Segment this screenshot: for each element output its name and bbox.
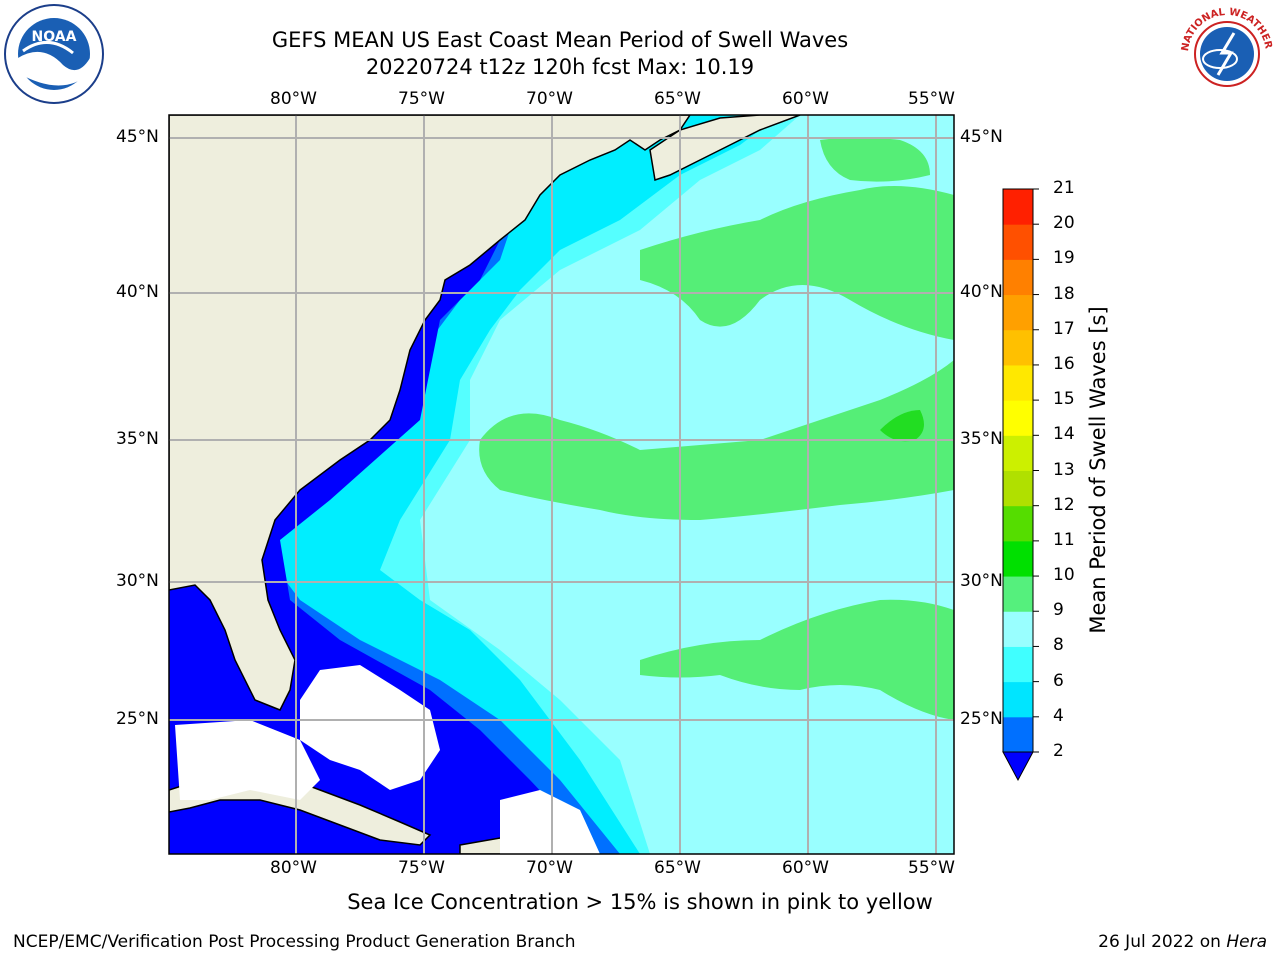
contour-10s-north [640, 186, 954, 340]
colorbar-swatch [1003, 470, 1033, 507]
lon-label-bottom: 55°W [908, 858, 955, 878]
credit-date-text: 26 Jul 2022 on [1098, 932, 1227, 952]
colorbar-swatch [1003, 540, 1033, 577]
colorbar-swatch [1003, 224, 1033, 260]
lat-label-right: 25°N [960, 709, 1003, 729]
colorbar-tick-label: 6 [1053, 670, 1064, 691]
colorbar-tick-label: 21 [1053, 178, 1075, 198]
colorbar-swatch [1003, 294, 1033, 331]
credit-org: NCEP/EMC/Verification Post Processing Pr… [13, 932, 576, 952]
land-nova-scotia [649, 115, 801, 181]
colorbar-swatch [1003, 329, 1033, 366]
nodata-south [500, 790, 600, 854]
colorbar-swatch [1003, 364, 1033, 401]
colorbar-tick-label: 16 [1053, 353, 1075, 374]
colorbar-tick-label: 13 [1053, 459, 1075, 480]
lat-label-left: 30°N [116, 571, 159, 591]
lon-label-top: 55°W [908, 89, 955, 109]
lon-label-top: 75°W [398, 89, 445, 109]
sea-ice-note: Sea Ice Concentration > 15% is shown in … [347, 890, 933, 914]
colorbar-label: Mean Period of Swell Waves [s] [1086, 306, 1110, 634]
lat-label-left: 25°N [116, 709, 159, 729]
colorbar-swatch [1003, 505, 1033, 542]
colorbar-swatch [1003, 259, 1033, 296]
colorbar-tick-label: 18 [1053, 283, 1075, 304]
lat-label-right: 40°N [960, 282, 1003, 302]
lat-label-left: 45°N [116, 127, 159, 147]
nodata-bahamas [300, 665, 440, 790]
contour-10s-mid [479, 360, 954, 520]
nodata-caribbean [175, 720, 320, 800]
land-us [169, 115, 691, 711]
colorbar-tick-label: 15 [1053, 389, 1075, 410]
lat-label-left: 40°N [116, 282, 159, 302]
noaa-logo-text: NOAA [32, 29, 77, 45]
colorbar-swatch [1003, 646, 1033, 683]
chart-subtitle: 20220724 t12z 120h fcst Max: 10.19 [365, 55, 755, 79]
colorbar-swatch [1003, 681, 1033, 718]
colorbar-tick-label: 2 [1053, 741, 1064, 761]
colorbar-swatch [1003, 611, 1033, 647]
colorbar-swatch [1003, 576, 1033, 612]
lat-label-right: 45°N [960, 127, 1003, 147]
colorbar-swatch [1003, 716, 1033, 753]
lon-label-bottom: 65°W [654, 858, 701, 878]
colorbar-tick-label: 12 [1053, 494, 1075, 515]
credit-host: Hera [1226, 932, 1267, 952]
colorbar-swatch [1003, 400, 1033, 436]
colorbar-swatch [1003, 189, 1033, 225]
lon-label-top: 65°W [654, 89, 701, 109]
colorbar-tick-label: 17 [1053, 318, 1075, 339]
colorbar-tick-label: 14 [1053, 424, 1075, 445]
lat-label-right: 35°N [960, 429, 1003, 449]
credit-date: 26 Jul 2022 on Hera [1098, 932, 1267, 952]
colorbar-tick-label: 10 [1053, 565, 1075, 586]
lon-label-bottom: 75°W [398, 858, 445, 878]
colorbar-tick-label: 8 [1053, 635, 1064, 656]
colorbar-tick-label: 19 [1053, 248, 1075, 269]
lon-label-top: 70°W [526, 89, 573, 109]
nws-logo-icon: NATIONAL WEATHER SERVICE [1176, 3, 1276, 103]
contour-11s [880, 410, 924, 442]
colorbar-tick-label: 11 [1053, 529, 1075, 550]
colorbar-swatch [1003, 435, 1033, 471]
colorbar-extend-arrow [1002, 751, 1034, 782]
lon-label-bottom: 60°W [782, 858, 829, 878]
colorbar-tick-label: 4 [1053, 705, 1064, 726]
lat-label-right: 30°N [960, 571, 1003, 591]
lon-label-top: 80°W [270, 89, 317, 109]
graticule [169, 115, 954, 854]
colorbar-tick-label: 20 [1053, 213, 1075, 234]
contour-10s-ne [820, 137, 930, 182]
lon-label-top: 60°W [782, 89, 829, 109]
lon-label-bottom: 70°W [526, 858, 573, 878]
lon-label-bottom: 80°W [270, 858, 317, 878]
lat-label-left: 35°N [116, 429, 159, 449]
colorbar-tick-label: 9 [1053, 600, 1064, 621]
map-frame [168, 114, 955, 855]
chart-title: GEFS MEAN US East Coast Mean Period of S… [271, 28, 849, 52]
noaa-logo-icon: NOAA [4, 4, 104, 104]
contour-10s-south [640, 599, 954, 720]
